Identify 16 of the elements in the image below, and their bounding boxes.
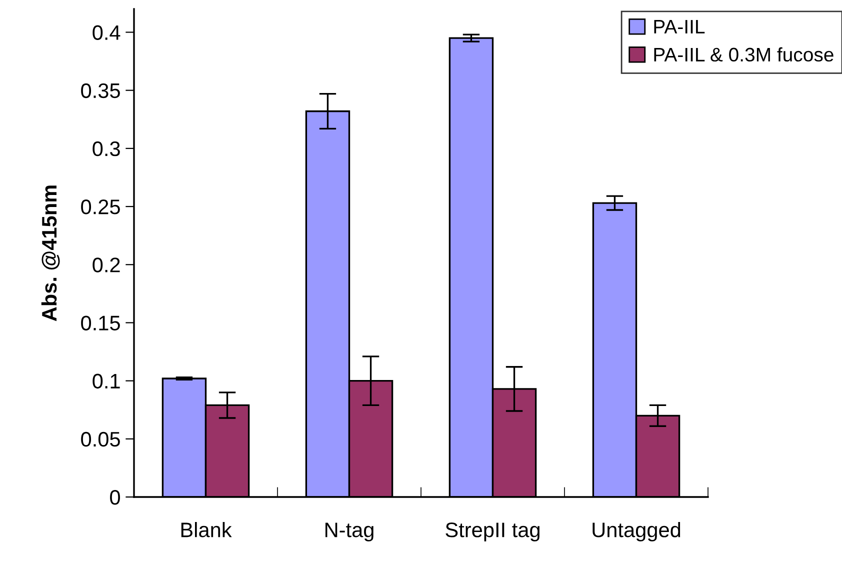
x-tick-label: Blank xyxy=(181,522,232,538)
x-tick-label: Untagged xyxy=(592,522,680,542)
y-tick-label: 0.2 xyxy=(92,258,120,272)
x-tick-label: StrepII tag xyxy=(446,522,540,542)
y-tick-label: 0.4 xyxy=(92,25,120,40)
y-tick-label: 0.25 xyxy=(81,200,120,214)
y-tick-label: 0.3 xyxy=(92,141,120,156)
y-tick-label: 0.35 xyxy=(81,83,120,98)
legend-label: PA-IIL xyxy=(654,20,705,34)
y-axis-title: Abs. @415nm xyxy=(41,186,60,322)
y-tick-label: 0.1 xyxy=(92,374,120,389)
legend-label: PA-IIL & 0.3M fucose xyxy=(654,47,834,62)
y-tick-label: 0.15 xyxy=(81,316,120,330)
y-tick-label: 0 xyxy=(110,490,120,505)
x-tick-label: N-tag xyxy=(325,522,374,542)
y-tick-label: 0.05 xyxy=(81,432,120,447)
